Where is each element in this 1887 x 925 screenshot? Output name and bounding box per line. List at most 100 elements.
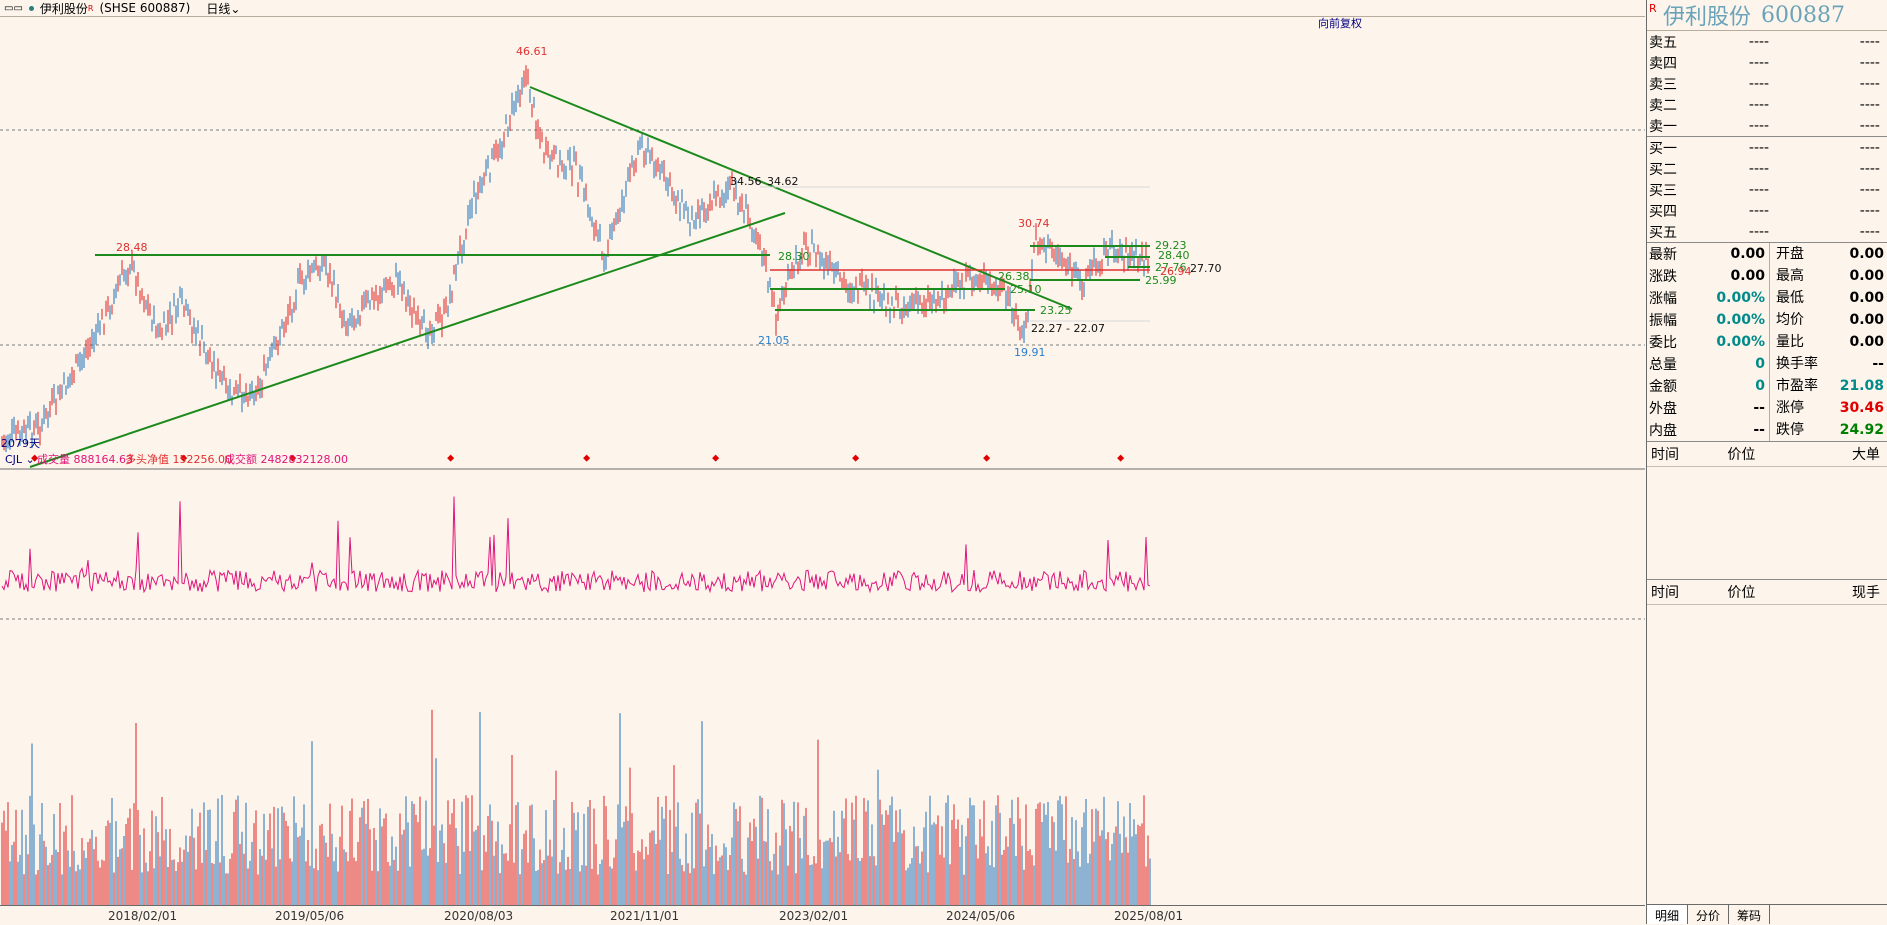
- sell-volume: ----: [1859, 33, 1880, 50]
- quote-value: 0: [1755, 356, 1765, 372]
- quote-value: --: [1753, 400, 1765, 416]
- buy-volume: ----: [1859, 223, 1880, 240]
- x-tick: 2018/02/01: [108, 909, 178, 923]
- quote-label: 委比: [1649, 335, 1677, 351]
- buy-price: ----: [1748, 202, 1770, 219]
- col-time: 时间: [1651, 447, 1679, 463]
- buy-price: ----: [1748, 139, 1770, 156]
- signal-marker-icon: [583, 454, 591, 462]
- quote-value: 0: [1755, 378, 1765, 394]
- buy-row[interactable]: 买一 ---- ----: [1647, 137, 1887, 158]
- status-dot-icon: [28, 5, 34, 11]
- restore-button[interactable]: 向前复权: [1318, 16, 1362, 30]
- quote-row: 振幅 0.00% 均价 0.00: [1647, 309, 1887, 331]
- sell-label: 卖三: [1649, 76, 1677, 93]
- buy-row[interactable]: 买二 ---- ----: [1647, 158, 1887, 179]
- sell-row[interactable]: 卖一 ---- ----: [1647, 115, 1887, 136]
- sell-price: ----: [1748, 75, 1770, 92]
- quote-row: 涨跌 0.00 最高 0.00: [1647, 265, 1887, 287]
- indicator-selector[interactable]: CJL ⌄: [5, 453, 35, 466]
- label-high2: 30.74: [1018, 217, 1050, 230]
- label-2830: 28.30: [778, 250, 810, 263]
- sell-row[interactable]: 卖四 ---- ----: [1647, 52, 1887, 73]
- panel-stock-name: 伊利股份: [1663, 5, 1752, 30]
- tick-header: 时间 价位 现手: [1647, 580, 1887, 605]
- quote-panel: R 伊利股份 600887 卖五 ---- ---- 卖四 ---- ---- 卖三 ----…: [1646, 0, 1887, 924]
- sell-volume: ----: [1859, 75, 1880, 92]
- x-tick: 2019/05/06: [275, 909, 345, 923]
- quote-row: 委比 0.00% 量比 0.00: [1647, 331, 1887, 353]
- col-price: 价位: [1727, 447, 1756, 463]
- quote-label: 涨停: [1769, 397, 1830, 419]
- period-selector[interactable]: 日线⌄: [206, 1, 241, 16]
- buy-label: 买五: [1649, 224, 1677, 241]
- panel-rights-mark: R: [1649, 2, 1657, 15]
- label-low1: 21.05: [758, 334, 790, 347]
- label-2770: 27.70: [1190, 262, 1222, 275]
- quote-row: 涨幅 0.00% 最低 0.00: [1647, 287, 1887, 309]
- quote-value: 0.00: [1849, 334, 1884, 350]
- x-tick: 2020/08/03: [444, 909, 514, 923]
- sell-price: ----: [1748, 33, 1770, 50]
- net-value: 多头净值 152256.00: [125, 452, 232, 466]
- quote-value: 0.00: [1730, 268, 1765, 284]
- buy-price: ----: [1748, 223, 1770, 240]
- quote-row: 最新 0.00 开盘 0.00: [1647, 243, 1887, 265]
- sell-orders: 卖五 ---- ---- 卖四 ---- ---- 卖三 ---- ---- 卖二 ---- ----…: [1647, 31, 1887, 136]
- sell-volume: ----: [1859, 96, 1880, 113]
- label-2510: 25.10: [1010, 283, 1042, 296]
- quote-label: 最低: [1769, 287, 1830, 309]
- signal-marker-icon: [289, 454, 297, 462]
- buy-row[interactable]: 买四 ---- ----: [1647, 200, 1887, 221]
- sell-row[interactable]: 卖五 ---- ----: [1647, 31, 1887, 52]
- label-high: 46.61: [516, 45, 548, 58]
- trend-lines: [29, 86, 1150, 468]
- quote-value: 0.00%: [1716, 290, 1765, 306]
- trade-detail-list[interactable]: [1647, 467, 1887, 579]
- sell-price: ----: [1748, 54, 1770, 71]
- kline-chart[interactable]: 46.61 28.48 34.56 34.62 28.30 21.05 30.7…: [0, 15, 1645, 905]
- sell-label: 卖五: [1649, 34, 1677, 51]
- sell-row[interactable]: 卖二 ---- ----: [1647, 94, 1887, 115]
- rights-mark: R: [87, 3, 94, 13]
- tab-price-dist[interactable]: 分价: [1688, 905, 1730, 924]
- label-low2: 19.91: [1014, 346, 1046, 359]
- quote-label: 开盘: [1769, 243, 1830, 265]
- buy-row[interactable]: 买三 ---- ----: [1647, 179, 1887, 200]
- label-2599: 25.99: [1145, 274, 1177, 287]
- quote-row: 外盘 -- 涨停 30.46: [1647, 397, 1887, 419]
- label-2923: 29.23: [1155, 239, 1187, 252]
- sell-row[interactable]: 卖三 ---- ----: [1647, 73, 1887, 94]
- label-2694: 26.94: [1160, 265, 1192, 278]
- quote-label: 跌停: [1769, 419, 1830, 441]
- quote-label: 振幅: [1649, 313, 1677, 329]
- quote-value: 0.00: [1849, 268, 1884, 284]
- col-hand: 现手: [1851, 585, 1880, 601]
- quote-label: 外盘: [1649, 401, 1677, 417]
- quote-label: 最新: [1649, 247, 1677, 263]
- signal-marker-icon: [180, 454, 188, 462]
- chart-title-bar: ▭▭ 伊利股份 R (SHSE 600887) 日线⌄: [0, 0, 1645, 17]
- sell-price: ----: [1748, 96, 1770, 113]
- quote-row: 金额 0 市盈率 21.08: [1647, 375, 1887, 397]
- stock-name: 伊利股份: [39, 1, 88, 16]
- quote-row: 内盘 -- 跌停 24.92: [1647, 419, 1887, 441]
- quote-label: 换手率: [1769, 353, 1830, 375]
- chart-area[interactable]: 46.61 28.48 34.56 34.62 28.30 21.05 30.7…: [0, 15, 1645, 905]
- buy-label: 买二: [1649, 161, 1677, 178]
- quote-value: 0.00%: [1716, 334, 1765, 350]
- label-mid2: 34.62: [767, 175, 799, 188]
- panel-stock-code: 600887: [1761, 2, 1845, 28]
- buy-row[interactable]: 买五 ---- ----: [1647, 221, 1887, 242]
- col-price: 价位: [1727, 585, 1756, 601]
- quote-label: 涨跌: [1649, 269, 1677, 285]
- window-icon[interactable]: ▭▭: [4, 2, 23, 14]
- buy-label: 买一: [1649, 140, 1677, 157]
- tab-detail[interactable]: 明细: [1647, 905, 1689, 924]
- tab-chips[interactable]: 筹码: [1729, 905, 1771, 924]
- trade-detail-header: 时间 价位 大单: [1647, 442, 1887, 467]
- quote-value: 21.08: [1839, 378, 1884, 394]
- buy-label: 买三: [1649, 182, 1677, 199]
- buy-price: ----: [1748, 160, 1770, 177]
- bar-count-label: 2079天: [1, 437, 40, 450]
